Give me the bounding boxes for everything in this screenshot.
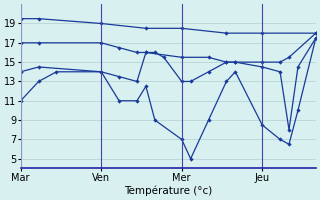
X-axis label: Température (°c): Température (°c) [124, 185, 212, 196]
